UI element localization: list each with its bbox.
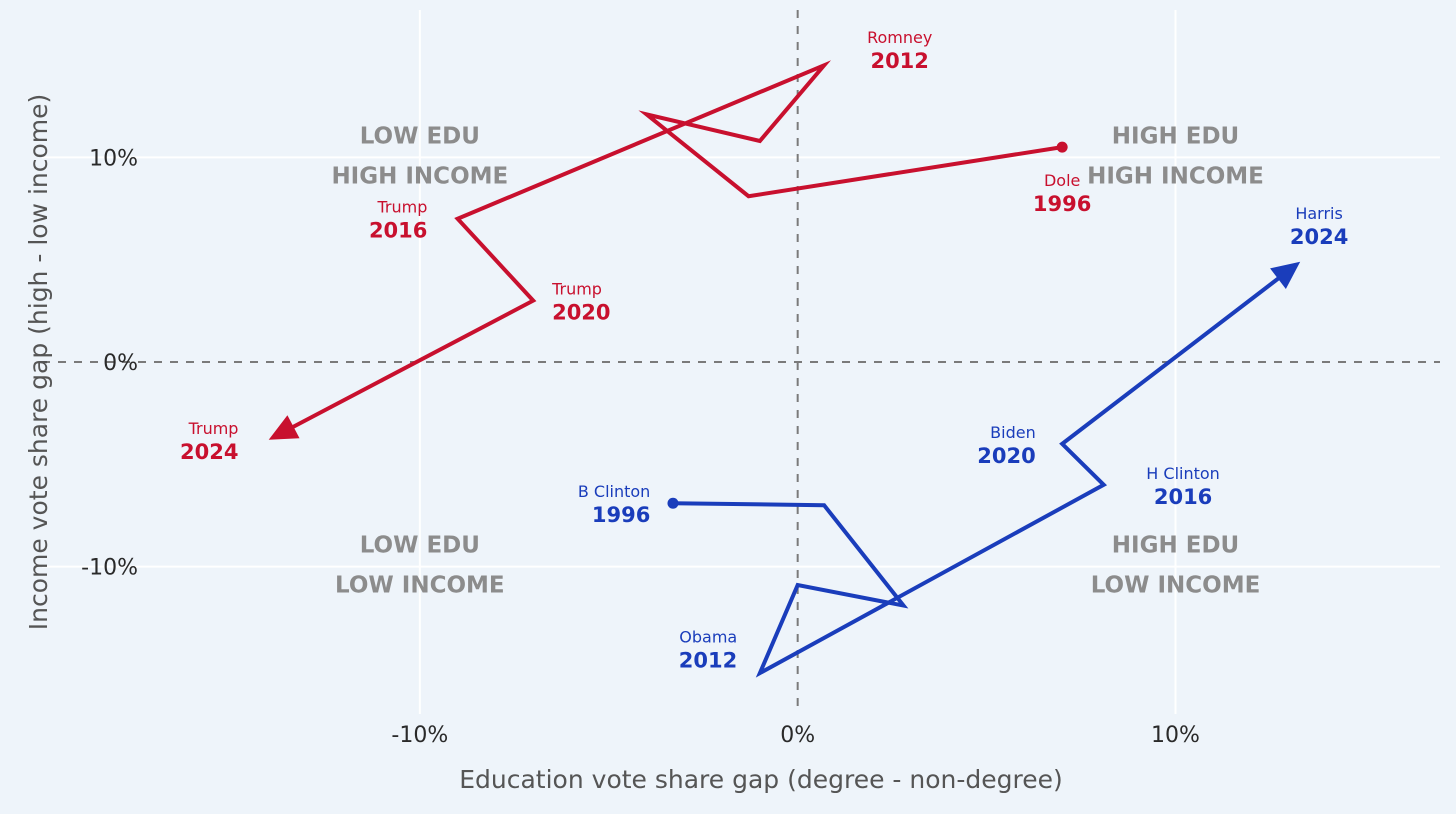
series-arrowhead-democratic bbox=[1270, 261, 1301, 290]
series-start-point-republican bbox=[1056, 141, 1068, 153]
x-tick-label: 10% bbox=[1151, 723, 1200, 748]
y-tick-label: 0% bbox=[103, 351, 138, 376]
point-label-year: 2024 bbox=[180, 440, 238, 464]
x-tick-label: -10% bbox=[391, 723, 448, 748]
point-label-name: Romney bbox=[867, 28, 932, 47]
quadrant-labels: LOW EDU HIGH INCOME HIGH EDU HIGH INCOME LOW… bbox=[331, 123, 1263, 598]
point-label-year: 2020 bbox=[977, 444, 1035, 468]
point-label-name: Harris bbox=[1295, 204, 1343, 223]
point-label-name: H Clinton bbox=[1146, 464, 1220, 483]
x-tick-label: 0% bbox=[780, 723, 815, 748]
point-label-name: Trump bbox=[551, 280, 602, 299]
point-label-name: Trump bbox=[377, 198, 428, 217]
point-label-year: 2012 bbox=[679, 649, 737, 673]
series-arrowhead-republican bbox=[268, 415, 300, 440]
point-labels: Dole 1996 Romney 2012 Trump 2016 Trump 2020 Trum… bbox=[180, 28, 1348, 673]
point-label-year: 1996 bbox=[1033, 192, 1091, 216]
series-paths bbox=[268, 60, 1301, 678]
point-label-name: Trump bbox=[188, 419, 239, 438]
quadrant-label: HIGH EDU bbox=[1112, 533, 1239, 559]
quadrant-label: LOW EDU bbox=[360, 533, 480, 559]
point-label-name: Obama bbox=[679, 628, 737, 647]
quadrant-label: LOW INCOME bbox=[335, 573, 505, 599]
point-label-name: Biden bbox=[990, 423, 1036, 442]
y-tick-label: 10% bbox=[89, 146, 138, 171]
series-start-point-democratic bbox=[667, 497, 679, 509]
point-label-year: 2020 bbox=[552, 301, 610, 325]
point-label-year: 2016 bbox=[1154, 485, 1212, 509]
tick-labels: -10% 0% 10% 10% 0% -10% bbox=[81, 146, 1200, 748]
quadrant-label: LOW EDU bbox=[360, 123, 480, 149]
point-label-name: Dole bbox=[1044, 171, 1080, 190]
point-label-name: B Clinton bbox=[578, 482, 650, 501]
series-line-democratic bbox=[672, 275, 1281, 678]
point-label-year: 1996 bbox=[592, 503, 650, 527]
x-axis-title: Education vote share gap (degree - non-d… bbox=[459, 765, 1063, 794]
quadrant-label: HIGH EDU bbox=[1112, 123, 1239, 149]
quadrant-label: LOW INCOME bbox=[1091, 573, 1261, 599]
point-label-year: 2024 bbox=[1290, 225, 1348, 249]
point-label-year: 2016 bbox=[369, 219, 427, 243]
series-line-republican bbox=[290, 60, 1063, 430]
quadrant-label: HIGH INCOME bbox=[1087, 163, 1264, 189]
y-tick-label: -10% bbox=[81, 556, 138, 581]
quadrant-label: HIGH INCOME bbox=[331, 163, 508, 189]
point-label-year: 2012 bbox=[870, 49, 928, 73]
y-axis-title: Income vote share gap (high - low income… bbox=[24, 94, 53, 631]
zero-lines bbox=[42, 10, 1440, 714]
